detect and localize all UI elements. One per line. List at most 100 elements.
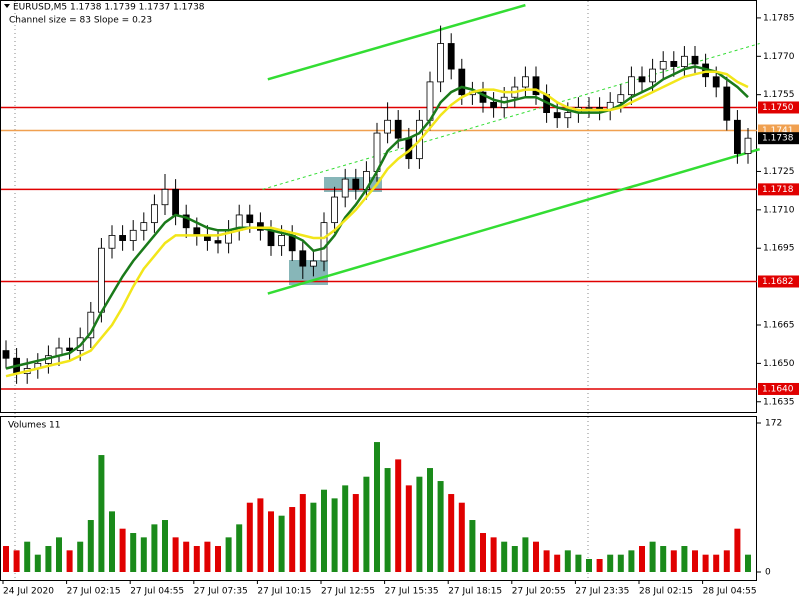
y-tick-label: 1.1710: [763, 205, 795, 215]
y-tick-label: 1.1770: [763, 52, 795, 62]
candle-body: [267, 229, 275, 247]
candle-body: [341, 178, 349, 198]
last-price-bg: [758, 132, 799, 145]
candle-body: [278, 235, 286, 247]
volume-bar: [130, 533, 137, 572]
volume-bar: [342, 485, 349, 572]
volume-bar: [692, 550, 698, 572]
volume-bar: [649, 541, 656, 572]
volume-bar: [702, 554, 709, 572]
x-tick-label: 27 Jul 04:55: [130, 587, 184, 597]
volume-bar: [405, 485, 412, 572]
candle-body: [394, 119, 402, 139]
candle-body: [214, 240, 222, 244]
level-label-bg: [758, 183, 799, 196]
volume-bar: [278, 515, 285, 572]
candle-body: [309, 260, 317, 267]
candle-body: [150, 204, 158, 224]
volume-bar: [363, 476, 370, 572]
menu-arrow[interactable]: [4, 4, 10, 8]
volume-bar: [469, 520, 476, 572]
volume-bar: [98, 455, 105, 572]
candle-body: [182, 214, 190, 229]
volume-bar: [596, 559, 603, 572]
candle-body: [585, 107, 593, 109]
last-price-label: 1.1738: [762, 134, 794, 144]
x-tick-label: 27 Jul 15:35: [385, 587, 439, 597]
y-tick-label: 1.1725: [763, 167, 795, 177]
volume-bar: [45, 546, 52, 572]
x-tick-label: 27 Jul 20:55: [512, 587, 566, 597]
candle-body: [734, 119, 741, 154]
candle-body: [129, 229, 137, 241]
volume-bar: [437, 481, 444, 572]
volume-bar: [575, 554, 582, 572]
candle-body: [447, 43, 455, 70]
candle-body: [638, 76, 646, 83]
x-tick-label: 27 Jul 10:15: [257, 587, 311, 597]
volume-bar: [109, 511, 115, 572]
moving-average: [5, 65, 749, 370]
x-tick-label: 27 Jul 12:55: [321, 587, 375, 597]
level-label: 1.1640: [762, 384, 794, 394]
volume-bar: [13, 550, 20, 572]
volume-bar: [670, 550, 677, 572]
volume-bar: [490, 537, 497, 572]
level-label-bg: [758, 124, 799, 137]
candle-body: [670, 61, 678, 67]
volume-bar: [310, 502, 317, 572]
volume-bar: [480, 533, 486, 572]
volume-bar: [511, 546, 518, 572]
volume-bar: [56, 537, 62, 572]
volume-bar: [522, 537, 529, 572]
volume-bar: [172, 537, 179, 572]
volume-bar: [458, 502, 465, 572]
volume-bar: [225, 537, 232, 572]
candle-body: [681, 55, 688, 67]
x-tick-label: 27 Jul 23:35: [575, 587, 629, 597]
level-label-bg: [758, 275, 799, 288]
chart-subtitle: Channel size = 83 Slope = 0.23: [9, 16, 152, 26]
volume-bar: [745, 554, 751, 572]
y-tick-label: 1.1785: [763, 13, 795, 23]
volume-tick-label: 172: [765, 419, 782, 429]
candle-body: [490, 101, 498, 108]
volume-bar: [321, 489, 327, 572]
candle-body: [744, 137, 752, 154]
y-tick-label: 1.1650: [763, 359, 795, 369]
level-label: 1.1682: [762, 277, 794, 287]
x-tick-label: 28 Jul 04:55: [703, 587, 757, 597]
volume-tick-label: 0: [765, 568, 771, 578]
volume-bar: [246, 502, 253, 572]
candle-body: [256, 222, 264, 231]
volume-bar: [586, 559, 592, 572]
candle-body: [2, 350, 10, 359]
level-label-bg: [758, 382, 799, 395]
level-label-bg: [758, 101, 799, 114]
trendline: [267, 147, 761, 295]
candle-body: [384, 119, 392, 134]
candle-body: [564, 112, 572, 119]
candle-body: [140, 222, 148, 231]
volume-bar: [352, 494, 359, 572]
volume-bar: [183, 541, 190, 572]
volume-bar: [204, 541, 211, 572]
candle-body: [331, 196, 339, 224]
volume-bar: [268, 511, 274, 572]
chart-title: EURUSD,M5 1.1738 1.1739 1.1737 1.1738: [13, 3, 205, 13]
volume-bar: [734, 528, 741, 572]
volume-bar: [533, 541, 539, 572]
candle-body: [553, 112, 561, 119]
volume-bar: [299, 494, 306, 572]
volume-bar: [162, 520, 168, 572]
trendline: [267, 3, 526, 81]
candle-body: [628, 76, 635, 96]
y-tick-label: 1.1635: [763, 397, 795, 407]
y-tick-label: 1.1695: [763, 244, 795, 254]
volume-bar: [374, 442, 380, 572]
volume-bar: [501, 541, 508, 572]
candle-body: [617, 94, 625, 103]
volume-bar: [543, 550, 550, 572]
candle-body: [161, 188, 169, 206]
x-tick-label: 27 Jul 07:35: [194, 587, 248, 597]
